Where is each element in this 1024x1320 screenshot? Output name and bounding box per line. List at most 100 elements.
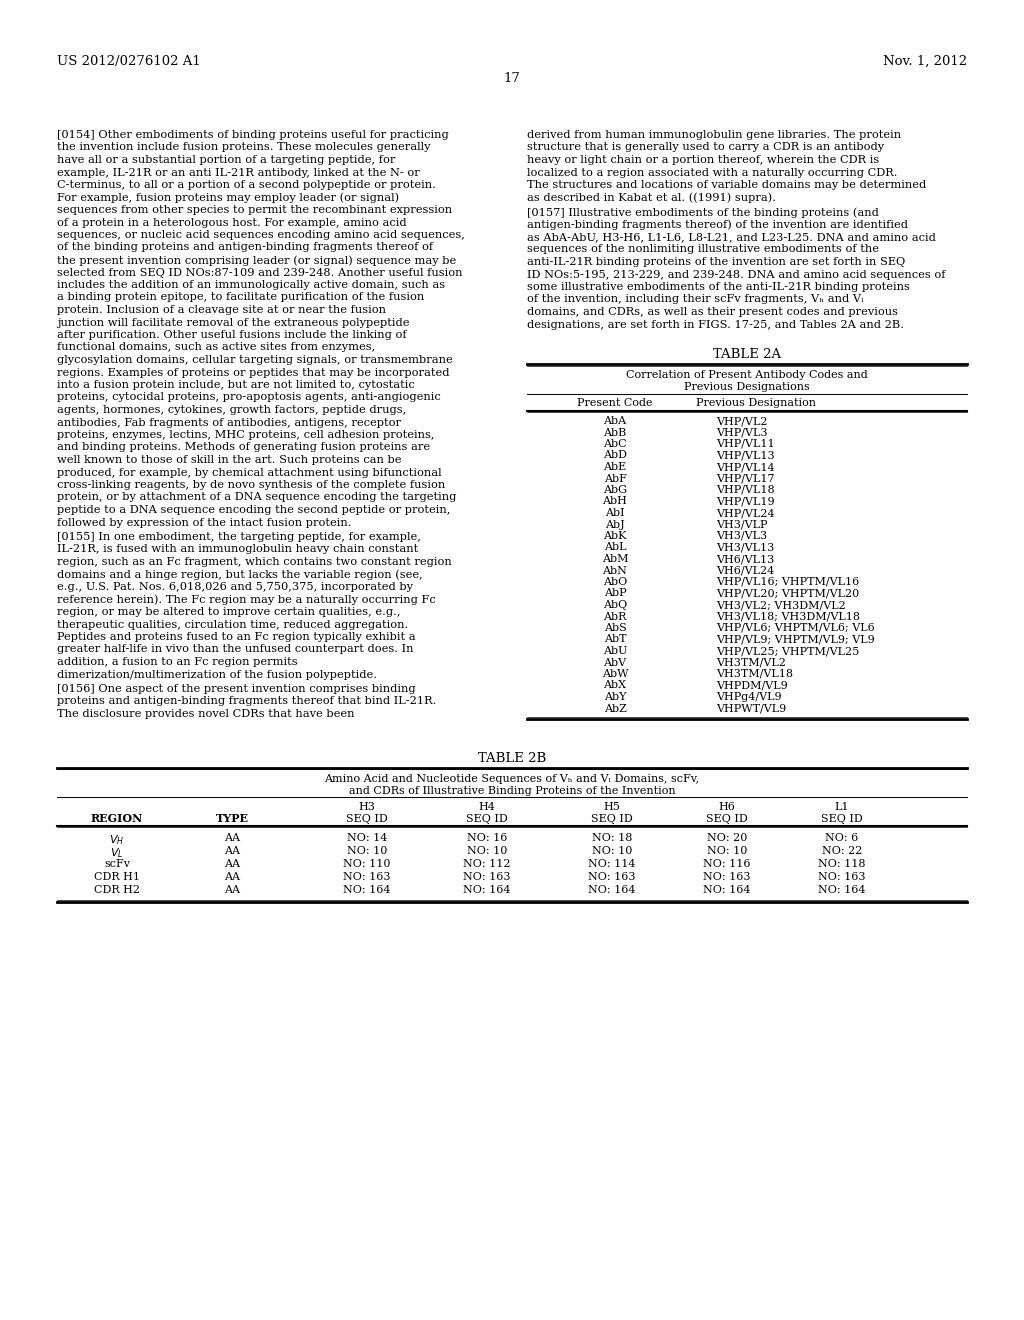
Text: junction will facilitate removal of the extraneous polypeptide: junction will facilitate removal of the … (57, 318, 410, 327)
Text: NO: 6: NO: 6 (825, 833, 859, 843)
Text: AbZ: AbZ (603, 704, 627, 714)
Text: C-terminus, to all or a portion of a second polypeptide or protein.: C-terminus, to all or a portion of a sec… (57, 180, 436, 190)
Text: VH3/VL3: VH3/VL3 (716, 531, 767, 541)
Text: VHP/VL16; VHPTM/VL16: VHP/VL16; VHPTM/VL16 (716, 577, 859, 587)
Text: NO: 22: NO: 22 (822, 846, 862, 855)
Text: US 2012/0276102 A1: US 2012/0276102 A1 (57, 55, 201, 69)
Text: Previous Designation: Previous Designation (695, 399, 816, 408)
Text: SEQ ID: SEQ ID (466, 813, 508, 824)
Text: NO: 163: NO: 163 (818, 873, 865, 882)
Text: The disclosure provides novel CDRs that have been: The disclosure provides novel CDRs that … (57, 709, 354, 719)
Text: agents, hormones, cytokines, growth factors, peptide drugs,: agents, hormones, cytokines, growth fact… (57, 405, 407, 414)
Text: VHP/VL24: VHP/VL24 (716, 508, 775, 517)
Text: NO: 164: NO: 164 (703, 884, 751, 895)
Text: H3: H3 (358, 803, 376, 812)
Text: NO: 163: NO: 163 (588, 873, 636, 882)
Text: SEQ ID: SEQ ID (591, 813, 633, 824)
Text: SEQ ID: SEQ ID (707, 813, 748, 824)
Text: after purification. Other useful fusions include the linking of: after purification. Other useful fusions… (57, 330, 407, 341)
Text: VHP/VL19: VHP/VL19 (716, 496, 775, 507)
Text: antigen-binding fragments thereof) of the invention are identified: antigen-binding fragments thereof) of th… (527, 219, 908, 230)
Text: region, such as an Fc fragment, which contains two constant region: region, such as an Fc fragment, which co… (57, 557, 452, 568)
Text: VHPg4/VL9: VHPg4/VL9 (716, 692, 782, 702)
Text: and binding proteins. Methods of generating fusion proteins are: and binding proteins. Methods of generat… (57, 442, 430, 453)
Text: Correlation of Present Antibody Codes and: Correlation of Present Antibody Codes an… (626, 371, 868, 380)
Text: VHP/VL3: VHP/VL3 (716, 428, 768, 437)
Text: NO: 110: NO: 110 (343, 859, 391, 869)
Text: VH6/VL13: VH6/VL13 (716, 554, 774, 564)
Text: sequences from other species to permit the recombinant expression: sequences from other species to permit t… (57, 205, 453, 215)
Text: of a protein in a heterologous host. For example, amino acid: of a protein in a heterologous host. For… (57, 218, 407, 227)
Text: AbL: AbL (604, 543, 627, 553)
Text: heavy or light chain or a portion thereof, wherein the CDR is: heavy or light chain or a portion thereo… (527, 154, 880, 165)
Text: scFv: scFv (104, 859, 130, 869)
Text: The structures and locations of variable domains may be determined: The structures and locations of variable… (527, 180, 927, 190)
Text: NO: 18: NO: 18 (592, 833, 632, 843)
Text: antibodies, Fab fragments of antibodies, antigens, receptor: antibodies, Fab fragments of antibodies,… (57, 417, 401, 428)
Text: VHP/VL18: VHP/VL18 (716, 484, 775, 495)
Text: a binding protein epitope, to facilitate purification of the fusion: a binding protein epitope, to facilitate… (57, 293, 424, 302)
Text: as described in Kabat et al. ((1991) supra).: as described in Kabat et al. ((1991) sup… (527, 193, 776, 203)
Text: includes the addition of an immunologically active domain, such as: includes the addition of an immunologica… (57, 280, 445, 290)
Text: proteins and antigen-binding fragments thereof that bind IL-21R.: proteins and antigen-binding fragments t… (57, 697, 436, 706)
Text: Nov. 1, 2012: Nov. 1, 2012 (883, 55, 967, 69)
Text: VHP/VL14: VHP/VL14 (716, 462, 775, 473)
Text: NO: 164: NO: 164 (343, 884, 391, 895)
Text: designations, are set forth in FIGS. 17-25, and Tables 2A and 2B.: designations, are set forth in FIGS. 17-… (527, 319, 904, 330)
Text: AbE: AbE (603, 462, 627, 473)
Text: VH3/VL18; VH3DM/VL18: VH3/VL18; VH3DM/VL18 (716, 611, 860, 622)
Text: glycosylation domains, cellular targeting signals, or transmembrane: glycosylation domains, cellular targetin… (57, 355, 453, 366)
Text: AA: AA (224, 873, 240, 882)
Text: dimerization/multimerization of the fusion polypeptide.: dimerization/multimerization of the fusi… (57, 669, 377, 680)
Text: SEQ ID: SEQ ID (346, 813, 388, 824)
Text: CDR H1: CDR H1 (94, 873, 140, 882)
Text: of the binding proteins and antigen-binding fragments thereof of: of the binding proteins and antigen-bind… (57, 243, 433, 252)
Text: [0156] One aspect of the present invention comprises binding: [0156] One aspect of the present inventi… (57, 684, 416, 694)
Text: [0157] Illustrative embodiments of the binding proteins (and: [0157] Illustrative embodiments of the b… (527, 207, 879, 218)
Text: NO: 164: NO: 164 (588, 884, 636, 895)
Text: peptide to a DNA sequence encoding the second peptide or protein,: peptide to a DNA sequence encoding the s… (57, 506, 451, 515)
Text: Present Code: Present Code (578, 399, 652, 408)
Text: AbU: AbU (603, 645, 627, 656)
Text: 17: 17 (504, 73, 520, 84)
Text: AA: AA (224, 833, 240, 843)
Text: NO: 20: NO: 20 (707, 833, 748, 843)
Text: ID NOs:5-195, 213-229, and 239-248. DNA and amino acid sequences of: ID NOs:5-195, 213-229, and 239-248. DNA … (527, 269, 945, 280)
Text: regions. Examples of proteins or peptides that may be incorporated: regions. Examples of proteins or peptide… (57, 367, 450, 378)
Text: NO: 10: NO: 10 (347, 846, 387, 855)
Text: have all or a substantial portion of a targeting peptide, for: have all or a substantial portion of a t… (57, 154, 395, 165)
Text: cross-linking reagents, by de novo synthesis of the complete fusion: cross-linking reagents, by de novo synth… (57, 480, 445, 490)
Text: AbG: AbG (603, 484, 627, 495)
Text: e.g., U.S. Pat. Nos. 6,018,026 and 5,750,375, incorporated by: e.g., U.S. Pat. Nos. 6,018,026 and 5,750… (57, 582, 413, 591)
Text: AbN: AbN (602, 565, 628, 576)
Text: SEQ ID: SEQ ID (821, 813, 863, 824)
Text: region, or may be altered to improve certain qualities, e.g.,: region, or may be altered to improve cer… (57, 607, 400, 616)
Text: AbV: AbV (603, 657, 627, 668)
Text: AA: AA (224, 859, 240, 869)
Text: VHP/VL20; VHPTM/VL20: VHP/VL20; VHPTM/VL20 (716, 589, 859, 598)
Text: $V_{L}$: $V_{L}$ (111, 846, 124, 859)
Text: NO: 118: NO: 118 (818, 859, 865, 869)
Text: For example, fusion proteins may employ leader (or signal): For example, fusion proteins may employ … (57, 193, 399, 203)
Text: VHPDM/VL9: VHPDM/VL9 (716, 681, 787, 690)
Text: sequences, or nucleic acid sequences encoding amino acid sequences,: sequences, or nucleic acid sequences enc… (57, 230, 465, 240)
Text: AA: AA (224, 846, 240, 855)
Text: VHP/VL9; VHPTM/VL9; VL9: VHP/VL9; VHPTM/VL9; VL9 (716, 635, 874, 644)
Text: AbX: AbX (603, 681, 627, 690)
Text: REGION: REGION (91, 813, 143, 825)
Text: therapeutic qualities, circulation time, reduced aggregation.: therapeutic qualities, circulation time,… (57, 619, 409, 630)
Text: TABLE 2B: TABLE 2B (478, 751, 546, 764)
Text: H5: H5 (603, 803, 621, 812)
Text: anti-IL-21R binding proteins of the invention are set forth in SEQ: anti-IL-21R binding proteins of the inve… (527, 257, 905, 267)
Text: H4: H4 (478, 803, 496, 812)
Text: selected from SEQ ID NOs:87-109 and 239-248. Another useful fusion: selected from SEQ ID NOs:87-109 and 239-… (57, 268, 463, 277)
Text: VHP/VL11: VHP/VL11 (716, 440, 775, 449)
Text: VH3TM/VL18: VH3TM/VL18 (716, 669, 794, 678)
Text: NO: 163: NO: 163 (703, 873, 751, 882)
Text: functional domains, such as active sites from enzymes,: functional domains, such as active sites… (57, 342, 375, 352)
Text: NO: 163: NO: 163 (343, 873, 391, 882)
Text: domains, and CDRs, as well as their present codes and previous: domains, and CDRs, as well as their pres… (527, 308, 898, 317)
Text: and CDRs of Illustrative Binding Proteins of the Invention: and CDRs of Illustrative Binding Protein… (349, 785, 675, 796)
Text: VH3/VL13: VH3/VL13 (716, 543, 774, 553)
Text: NO: 10: NO: 10 (592, 846, 632, 855)
